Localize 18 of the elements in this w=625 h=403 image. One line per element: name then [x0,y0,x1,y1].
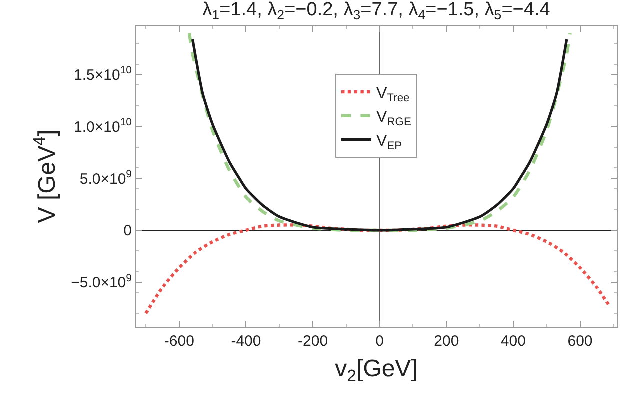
x-tick-label: 600 [568,333,593,350]
line-series [144,224,612,316]
y-tick-label: 1.5×10$^{10}$ [74,64,132,84]
legend-label: V$_{EP}$ [376,132,402,152]
y-tick-label: 1.0×10$^{10}$ [74,116,132,136]
x-axis-title: v$_{2}$[GeV] [335,355,418,386]
y-tick-label: −5.0×10$^{9}$ [71,272,132,292]
x-tick-label: -400 [231,333,262,350]
x-tick-label: -600 [164,333,194,350]
chart-title: λ$_{1}$=1.4, λ$_{2}$=−0.2, λ$_{3}$=7.7, λ$_{4}$=−1.5, λ$_{5}$=−4.4 [202,0,550,22]
x-tick-label: 200 [434,333,460,350]
y-tick-label: 5.0×10$^{9}$ [80,168,132,188]
x-tick-label: -200 [298,333,328,350]
x-tick-label: 0 [376,333,384,350]
legend-label: V$_{Tree}$ [376,85,410,105]
x-tick-label: 400 [500,333,526,350]
legend-label: V$_{RGE}$ [376,109,412,128]
y-tick-label: 0 [124,222,132,240]
